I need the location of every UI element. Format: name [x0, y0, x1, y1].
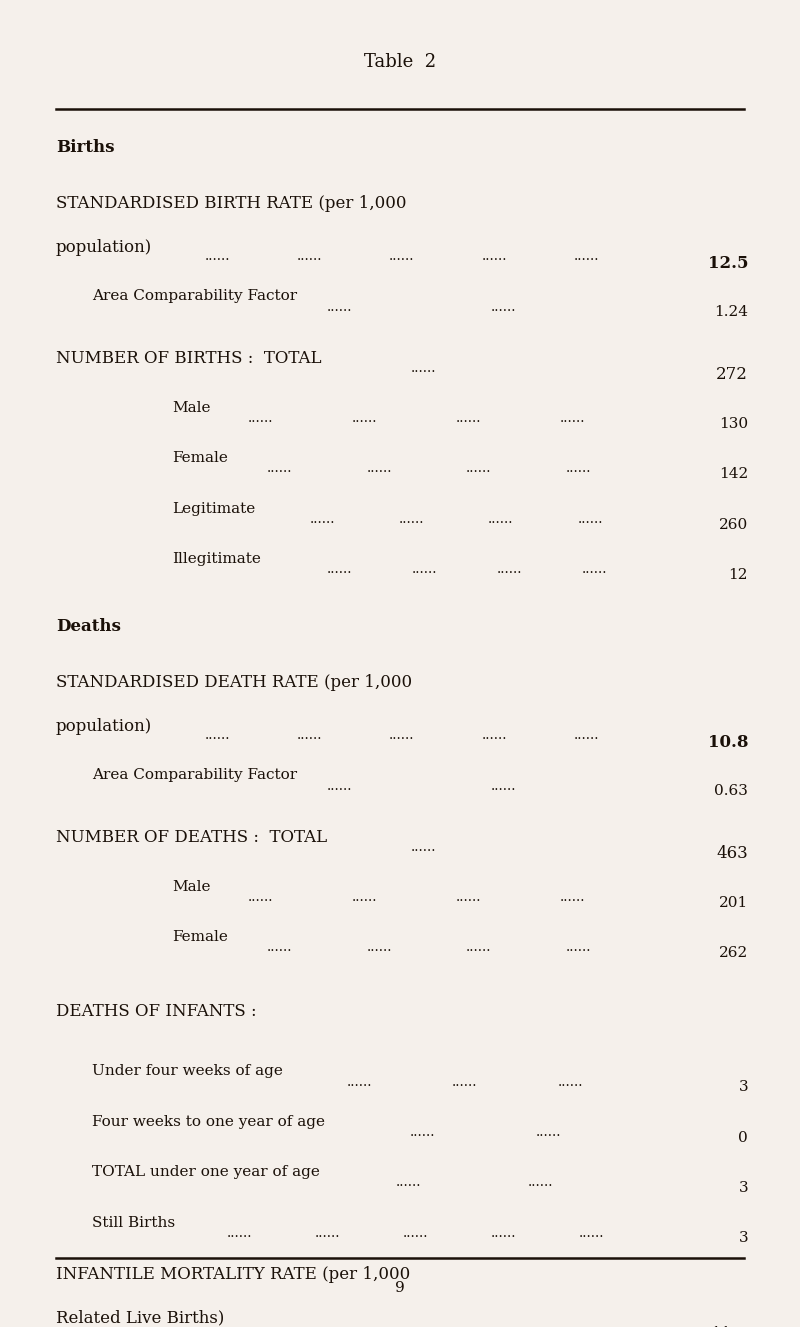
Text: population): population) — [56, 718, 152, 735]
Text: ......: ...... — [466, 462, 491, 475]
Text: ......: ...... — [248, 411, 273, 425]
Text: ......: ...... — [267, 462, 293, 475]
Text: 3: 3 — [738, 1231, 748, 1246]
Text: ......: ...... — [497, 563, 522, 576]
Text: 0: 0 — [738, 1131, 748, 1145]
Text: 1.24: 1.24 — [714, 305, 748, 320]
Text: ......: ...... — [327, 779, 353, 792]
Text: ......: ...... — [366, 941, 392, 954]
Text: ......: ...... — [294, 1320, 319, 1327]
Text: DEATHS OF INFANTS :: DEATHS OF INFANTS : — [56, 1003, 257, 1020]
Text: ......: ...... — [482, 249, 507, 263]
Text: STANDARDISED DEATH RATE (per 1,000: STANDARDISED DEATH RATE (per 1,000 — [56, 674, 412, 691]
Text: ......: ...... — [297, 249, 322, 263]
Text: ......: ...... — [582, 563, 608, 576]
Text: Area Comparability Factor: Area Comparability Factor — [92, 768, 297, 783]
Text: 0.63: 0.63 — [714, 784, 748, 799]
Text: ......: ...... — [573, 1320, 598, 1327]
Text: ......: ...... — [456, 890, 482, 904]
Text: 10.8: 10.8 — [707, 734, 748, 751]
Text: ......: ...... — [366, 462, 392, 475]
Text: INFANTILE MORTALITY RATE (per 1,000: INFANTILE MORTALITY RATE (per 1,000 — [56, 1266, 410, 1283]
Text: ......: ...... — [411, 361, 437, 374]
Text: NUMBER OF DEATHS :  TOTAL: NUMBER OF DEATHS : TOTAL — [56, 829, 327, 847]
Text: ......: ...... — [490, 1226, 516, 1239]
Text: ......: ...... — [346, 1075, 372, 1088]
Text: Table  2: Table 2 — [364, 53, 436, 72]
Text: ......: ...... — [491, 779, 517, 792]
Text: ......: ...... — [396, 1176, 422, 1189]
Text: Female: Female — [172, 451, 228, 466]
Text: ......: ...... — [387, 1320, 413, 1327]
Text: 201: 201 — [718, 896, 748, 910]
Text: ......: ...... — [402, 1226, 428, 1239]
Text: ......: ...... — [267, 941, 293, 954]
Text: NUMBER OF BIRTHS :  TOTAL: NUMBER OF BIRTHS : TOTAL — [56, 350, 322, 368]
Text: 12: 12 — [729, 568, 748, 583]
Text: ......: ...... — [578, 512, 603, 525]
Text: ......: ...... — [327, 300, 353, 313]
Text: Related Live Births): Related Live Births) — [56, 1310, 224, 1327]
Text: ......: ...... — [560, 890, 586, 904]
Text: ......: ...... — [410, 1125, 435, 1139]
Text: ......: ...... — [412, 563, 438, 576]
Text: ......: ...... — [579, 1226, 604, 1239]
Text: Four weeks to one year of age: Four weeks to one year of age — [92, 1115, 325, 1129]
Text: Births: Births — [56, 139, 114, 157]
Text: population): population) — [56, 239, 152, 256]
Text: Area Comparability Factor: Area Comparability Factor — [92, 289, 297, 304]
Text: ......: ...... — [411, 840, 437, 853]
Text: STANDARDISED BIRTH RATE (per 1,000: STANDARDISED BIRTH RATE (per 1,000 — [56, 195, 406, 212]
Text: 260: 260 — [718, 518, 748, 532]
Text: 3: 3 — [738, 1181, 748, 1196]
Text: ......: ...... — [491, 300, 517, 313]
Text: ......: ...... — [352, 890, 378, 904]
Text: Still Births: Still Births — [92, 1216, 175, 1230]
Text: TOTAL under one year of age: TOTAL under one year of age — [92, 1165, 320, 1180]
Text: 130: 130 — [719, 417, 748, 431]
Text: ......: ...... — [204, 729, 230, 742]
Text: Illegitimate: Illegitimate — [172, 552, 261, 567]
Text: Female: Female — [172, 930, 228, 945]
Text: ......: ...... — [389, 729, 414, 742]
Text: ......: ...... — [352, 411, 378, 425]
Text: Male: Male — [172, 401, 210, 415]
Text: ......: ...... — [297, 729, 322, 742]
Text: ......: ...... — [310, 512, 335, 525]
Text: ......: ...... — [574, 249, 599, 263]
Text: Under four weeks of age: Under four weeks of age — [92, 1064, 283, 1079]
Text: 3: 3 — [738, 1080, 748, 1095]
Text: 142: 142 — [718, 467, 748, 482]
Text: 12.5: 12.5 — [707, 255, 748, 272]
Text: ......: ...... — [456, 411, 482, 425]
Text: ......: ...... — [488, 512, 514, 525]
Text: 262: 262 — [718, 946, 748, 961]
Text: ......: ...... — [248, 890, 273, 904]
Text: ......: ...... — [558, 1075, 584, 1088]
Text: ......: ...... — [482, 729, 507, 742]
Text: Legitimate: Legitimate — [172, 502, 255, 516]
Text: ......: ...... — [566, 462, 591, 475]
Text: ......: ...... — [528, 1176, 554, 1189]
Text: ......: ...... — [466, 941, 491, 954]
Text: ......: ...... — [389, 249, 414, 263]
Text: ......: ...... — [452, 1075, 478, 1088]
Text: 9: 9 — [395, 1281, 405, 1295]
Text: ......: ...... — [315, 1226, 340, 1239]
Text: 463: 463 — [716, 845, 748, 863]
Text: ......: ...... — [566, 941, 591, 954]
Text: Male: Male — [172, 880, 210, 894]
Text: 272: 272 — [716, 366, 748, 384]
Text: Deaths: Deaths — [56, 618, 121, 636]
Text: ......: ...... — [398, 512, 424, 525]
Text: ......: ...... — [560, 411, 586, 425]
Text: ......: ...... — [480, 1320, 506, 1327]
Text: ......: ...... — [536, 1125, 561, 1139]
Text: ......: ...... — [327, 563, 353, 576]
Text: ......: ...... — [227, 1226, 252, 1239]
Text: ......: ...... — [204, 249, 230, 263]
Text: ......: ...... — [574, 729, 599, 742]
